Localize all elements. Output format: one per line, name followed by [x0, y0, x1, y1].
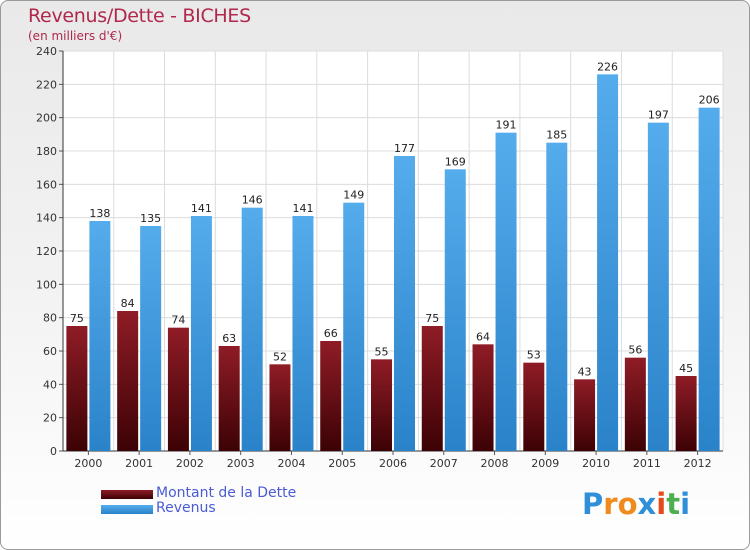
bar-revenus — [343, 202, 365, 451]
y-tick-label: 100 — [36, 278, 57, 291]
bar-dette — [371, 359, 392, 451]
x-tick-label: 2011 — [633, 457, 661, 470]
x-tick-label: 2005 — [328, 457, 356, 470]
data-label: 169 — [445, 155, 466, 168]
x-tick-label: 2012 — [684, 457, 712, 470]
data-label: 135 — [140, 212, 161, 225]
legend-swatch-revenus — [101, 505, 153, 514]
data-label: 53 — [527, 349, 541, 362]
legend-label-revenus: Revenus — [156, 500, 216, 516]
bar-revenus — [190, 216, 212, 451]
data-label: 146 — [242, 194, 263, 207]
logo-letter: t — [666, 487, 681, 521]
proxiti-logo: Proxiti — [582, 487, 690, 521]
bar-dette — [66, 326, 88, 451]
logo-letter: o — [617, 487, 638, 521]
y-tick-label: 140 — [36, 212, 57, 225]
x-tick-label: 2009 — [531, 457, 559, 470]
bar-dette — [421, 326, 443, 451]
data-label: 185 — [546, 129, 567, 142]
y-tick-label: 60 — [43, 345, 57, 358]
x-tick-label: 2001 — [125, 457, 153, 470]
y-tick-label: 0 — [50, 445, 57, 458]
x-tick-label: 2004 — [277, 457, 305, 470]
data-label: 206 — [699, 94, 720, 107]
data-label: 75 — [425, 312, 439, 325]
bar-revenus — [292, 216, 314, 451]
bar-dette — [675, 376, 697, 451]
data-label: 75 — [70, 312, 84, 325]
y-tick-label: 180 — [36, 145, 57, 158]
data-label: 84 — [121, 297, 135, 310]
bar-dette — [574, 379, 596, 451]
logo-letter: i — [656, 487, 667, 521]
data-label: 141 — [292, 202, 313, 215]
data-label: 177 — [394, 142, 415, 155]
chart-subtitle: (en milliers d'€) — [28, 29, 123, 43]
bar-dette — [117, 311, 139, 451]
y-tick-label: 20 — [43, 412, 57, 425]
legend-swatch-dette — [101, 490, 153, 499]
legend-label-dette: Montant de la Dette — [156, 485, 297, 501]
bar-dette — [269, 364, 291, 451]
bar-revenus — [698, 107, 720, 452]
x-tick-label: 2007 — [430, 457, 458, 470]
data-label: 45 — [679, 362, 693, 375]
bar-revenus — [140, 226, 162, 451]
bar-revenus — [444, 169, 466, 452]
data-label: 191 — [496, 119, 517, 132]
x-tick-label: 2000 — [74, 457, 102, 470]
y-tick-label: 40 — [43, 378, 57, 391]
bar-revenus — [241, 207, 263, 451]
bar-revenus — [495, 132, 517, 451]
y-tick-label: 120 — [36, 245, 57, 258]
data-label: 56 — [628, 344, 642, 357]
bar-dette — [218, 346, 240, 451]
bar-dette — [472, 344, 494, 451]
y-tick-label: 200 — [36, 112, 57, 125]
logo-letter: P — [582, 487, 604, 521]
bar-revenus — [89, 221, 111, 451]
x-tick-label: 2008 — [481, 457, 509, 470]
data-label: 138 — [89, 207, 110, 220]
y-tick-label: 240 — [36, 45, 57, 58]
data-label: 63 — [222, 332, 236, 345]
x-tick-label: 2003 — [227, 457, 255, 470]
x-tick-label: 2010 — [582, 457, 610, 470]
bar-dette — [523, 362, 545, 451]
data-label: 43 — [578, 365, 592, 378]
data-label: 226 — [597, 60, 618, 73]
logo-letter: i — [680, 487, 691, 521]
y-tick-label: 80 — [43, 312, 57, 325]
bar-revenus — [546, 142, 568, 451]
y-tick-label: 160 — [36, 178, 57, 191]
data-label: 66 — [324, 327, 338, 340]
logo-letter: x — [637, 487, 657, 521]
x-tick-label: 2002 — [176, 457, 204, 470]
chart-title: Revenus/Dette - BICHES — [28, 5, 251, 27]
bar-dette — [167, 327, 189, 451]
bar-revenus — [647, 122, 669, 452]
data-label: 64 — [476, 330, 490, 343]
data-label: 52 — [273, 350, 287, 363]
bar-dette — [320, 341, 342, 451]
data-label: 149 — [343, 189, 364, 202]
data-label: 55 — [375, 345, 389, 358]
bar-revenus — [597, 74, 619, 451]
data-label: 197 — [648, 109, 669, 122]
x-tick-label: 2006 — [379, 457, 407, 470]
data-label: 74 — [171, 314, 185, 327]
bar-revenus — [394, 156, 415, 451]
data-label: 141 — [191, 202, 212, 215]
bar-dette — [624, 357, 646, 451]
y-tick-label: 220 — [36, 78, 57, 91]
logo-letter: r — [603, 487, 618, 521]
